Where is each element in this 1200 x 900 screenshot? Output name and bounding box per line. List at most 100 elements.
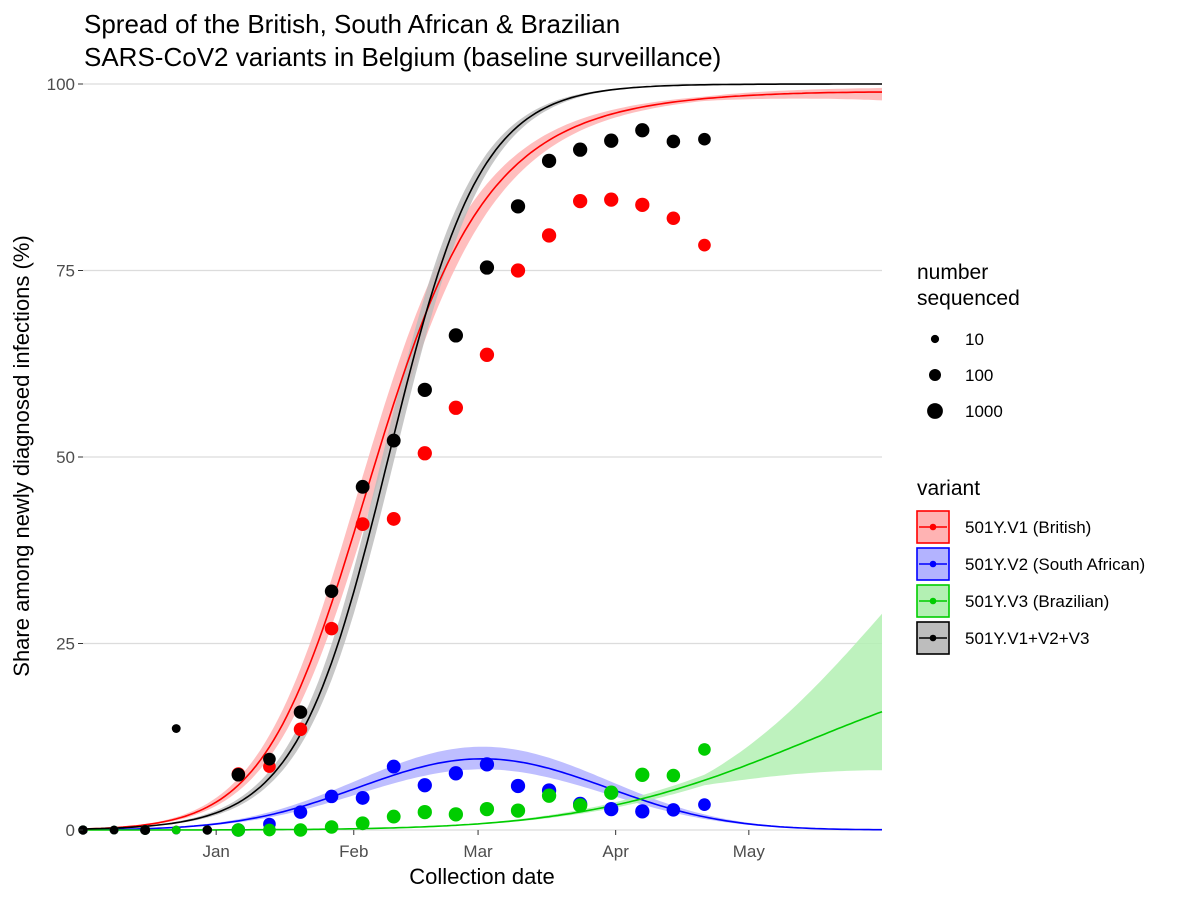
point-501y-v1-v2-v3-11	[417, 382, 432, 398]
point-501y-v3-brazilian-10	[386, 809, 401, 824]
point-501y-v1-v2-v3-4	[202, 825, 212, 835]
point-501y-v2-south-african-8	[324, 789, 339, 804]
point-501y-v1-v2-v3-19	[666, 134, 681, 149]
variant-label-501y-v1-v2-v3: 501Y.V1+V2+V3	[965, 629, 1089, 648]
point-501y-v2-south-african-9	[355, 791, 370, 805]
point-501y-v2-south-african-11	[417, 778, 432, 793]
point-501y-v3-brazilian-7	[293, 823, 308, 837]
variant-label-501y-v2-south-african: 501Y.V2 (South African)	[965, 555, 1145, 574]
point-501y-v1-british-9	[355, 517, 370, 532]
y-tick-label-100: 100	[47, 75, 75, 94]
point-501y-v1-v2-v3-5	[231, 768, 246, 782]
variant-label-501y-v3-brazilian: 501Y.V3 (Brazilian)	[965, 592, 1109, 611]
x-tick-label-mar: Mar	[463, 842, 493, 861]
size-legend-title-line-2: sequenced	[917, 287, 1020, 310]
size-legend-label-100: 100	[965, 366, 993, 385]
size-legend-label-1000: 1000	[965, 402, 1003, 421]
point-501y-v3-brazilian-11	[417, 804, 432, 820]
point-501y-v1-british-10	[386, 512, 401, 526]
point-501y-v3-brazilian-19	[666, 768, 681, 783]
point-501y-v3-brazilian-6	[263, 823, 276, 837]
point-501y-v2-south-african-14	[510, 778, 526, 794]
point-501y-v3-brazilian-14	[510, 803, 526, 818]
point-501y-v3-brazilian-9	[355, 816, 370, 831]
x-axis-title: Collection date	[409, 864, 555, 889]
point-501y-v3-brazilian-17	[604, 785, 619, 800]
fit-line-501y-v1-v2-v3	[82, 83, 882, 830]
point-501y-v1-british-8	[324, 621, 339, 636]
variant-key-dot-501y-v1-v2-v3	[929, 634, 937, 642]
ci-band-501y-v1-british	[83, 87, 882, 830]
point-501y-v1-british-17	[604, 192, 619, 207]
point-501y-v1-british-7	[293, 722, 308, 737]
x-tick-label-jan: Jan	[202, 842, 229, 861]
point-501y-v3-brazilian-20	[698, 743, 711, 756]
point-501y-v1-v2-v3-12	[448, 328, 464, 343]
variant-key-dot-501y-v2-south-african	[929, 560, 937, 568]
variant-key-dot-501y-v1-british	[929, 523, 937, 531]
point-501y-v1-british-13	[479, 347, 495, 362]
x-tick-label-apr: Apr	[602, 842, 629, 861]
point-501y-v1-v2-v3-17	[604, 133, 619, 148]
x-tick-label-feb: Feb	[339, 842, 368, 861]
point-501y-v1-v2-v3-1	[109, 825, 119, 835]
point-501y-v1-v2-v3-16	[573, 142, 588, 157]
size-legend-key-10	[930, 334, 940, 344]
fit-lines	[82, 83, 883, 831]
point-501y-v2-south-african-13	[479, 757, 495, 772]
point-501y-v3-brazilian-15	[541, 788, 557, 803]
point-501y-v3-brazilian-12	[448, 807, 464, 822]
variant-legend-title: variant	[917, 477, 980, 500]
point-501y-v1-v2-v3-18	[635, 123, 650, 138]
point-501y-v1-british-16	[573, 193, 588, 209]
ci-band-501y-v3-brazilian	[83, 613, 882, 830]
point-501y-v1-v2-v3-13	[479, 260, 495, 275]
point-501y-v1-british-15	[541, 228, 557, 243]
size-legend-key-100	[929, 369, 941, 381]
point-501y-v1-british-18	[635, 197, 650, 212]
chart-title-line-2: SARS-CoV2 variants in Belgium (baseline …	[84, 42, 721, 72]
point-501y-v3-brazilian-13	[479, 801, 495, 817]
size-legend-label-10: 10	[965, 330, 984, 349]
point-501y-v3-brazilian-8	[324, 820, 339, 834]
size-legend-key-1000	[927, 403, 943, 419]
point-501y-v2-south-african-7	[293, 805, 308, 819]
point-501y-v1-british-11	[417, 446, 432, 461]
point-501y-v2-south-african-12	[448, 766, 464, 781]
point-501y-v1-v2-v3-20	[698, 132, 711, 146]
point-501y-v1-british-20	[698, 238, 711, 252]
point-501y-v1-v2-v3-9	[355, 479, 370, 494]
point-501y-v1-v2-v3-2	[140, 824, 151, 836]
point-501y-v1-v2-v3-15	[541, 153, 557, 168]
size-legend-title-line-1: number	[917, 261, 988, 284]
point-501y-v1-british-19	[666, 211, 681, 226]
y-tick-label-50: 50	[56, 448, 75, 467]
y-axis-title: Share among newly diagnosed infections (…	[9, 235, 34, 676]
point-501y-v3-brazilian-18	[635, 767, 650, 782]
point-501y-v3-brazilian-5	[231, 823, 246, 837]
point-501y-v1-v2-v3-10	[386, 433, 401, 448]
point-501y-v1-v2-v3-7	[293, 705, 308, 719]
y-tick-label-0: 0	[66, 821, 75, 840]
point-501y-v2-south-african-20	[698, 798, 711, 811]
y-tick-label-25: 25	[56, 635, 75, 654]
point-501y-v3-brazilian-3	[171, 825, 181, 835]
point-501y-v2-south-african-18	[635, 804, 650, 819]
variant-label-501y-v1-british: 501Y.V1 (British)	[965, 518, 1091, 537]
point-501y-v2-south-african-19	[666, 803, 681, 817]
point-501y-v1-v2-v3-8	[324, 584, 339, 599]
x-tick-label-may: May	[733, 842, 766, 861]
y-tick-label-75: 75	[56, 262, 75, 281]
point-501y-v1-british-14	[510, 263, 526, 278]
point-501y-v1-british-12	[448, 400, 464, 415]
variant-legend: variant 501Y.V1 (British) 501Y.V2 (South …	[916, 477, 1145, 655]
point-501y-v2-south-african-17	[604, 801, 619, 817]
point-501y-v1-v2-v3-6	[263, 752, 276, 766]
point-501y-v1-v2-v3-3	[171, 724, 181, 733]
fit-line-501y-v3-brazilian	[83, 710, 883, 831]
ci-band-501y-v2-south-african	[83, 746, 882, 830]
chart-title-line-1: Spread of the British, South African & B…	[84, 9, 620, 39]
point-501y-v3-brazilian-16	[573, 798, 588, 813]
x-axis-ticks: Jan Feb Mar Apr May	[202, 830, 765, 861]
